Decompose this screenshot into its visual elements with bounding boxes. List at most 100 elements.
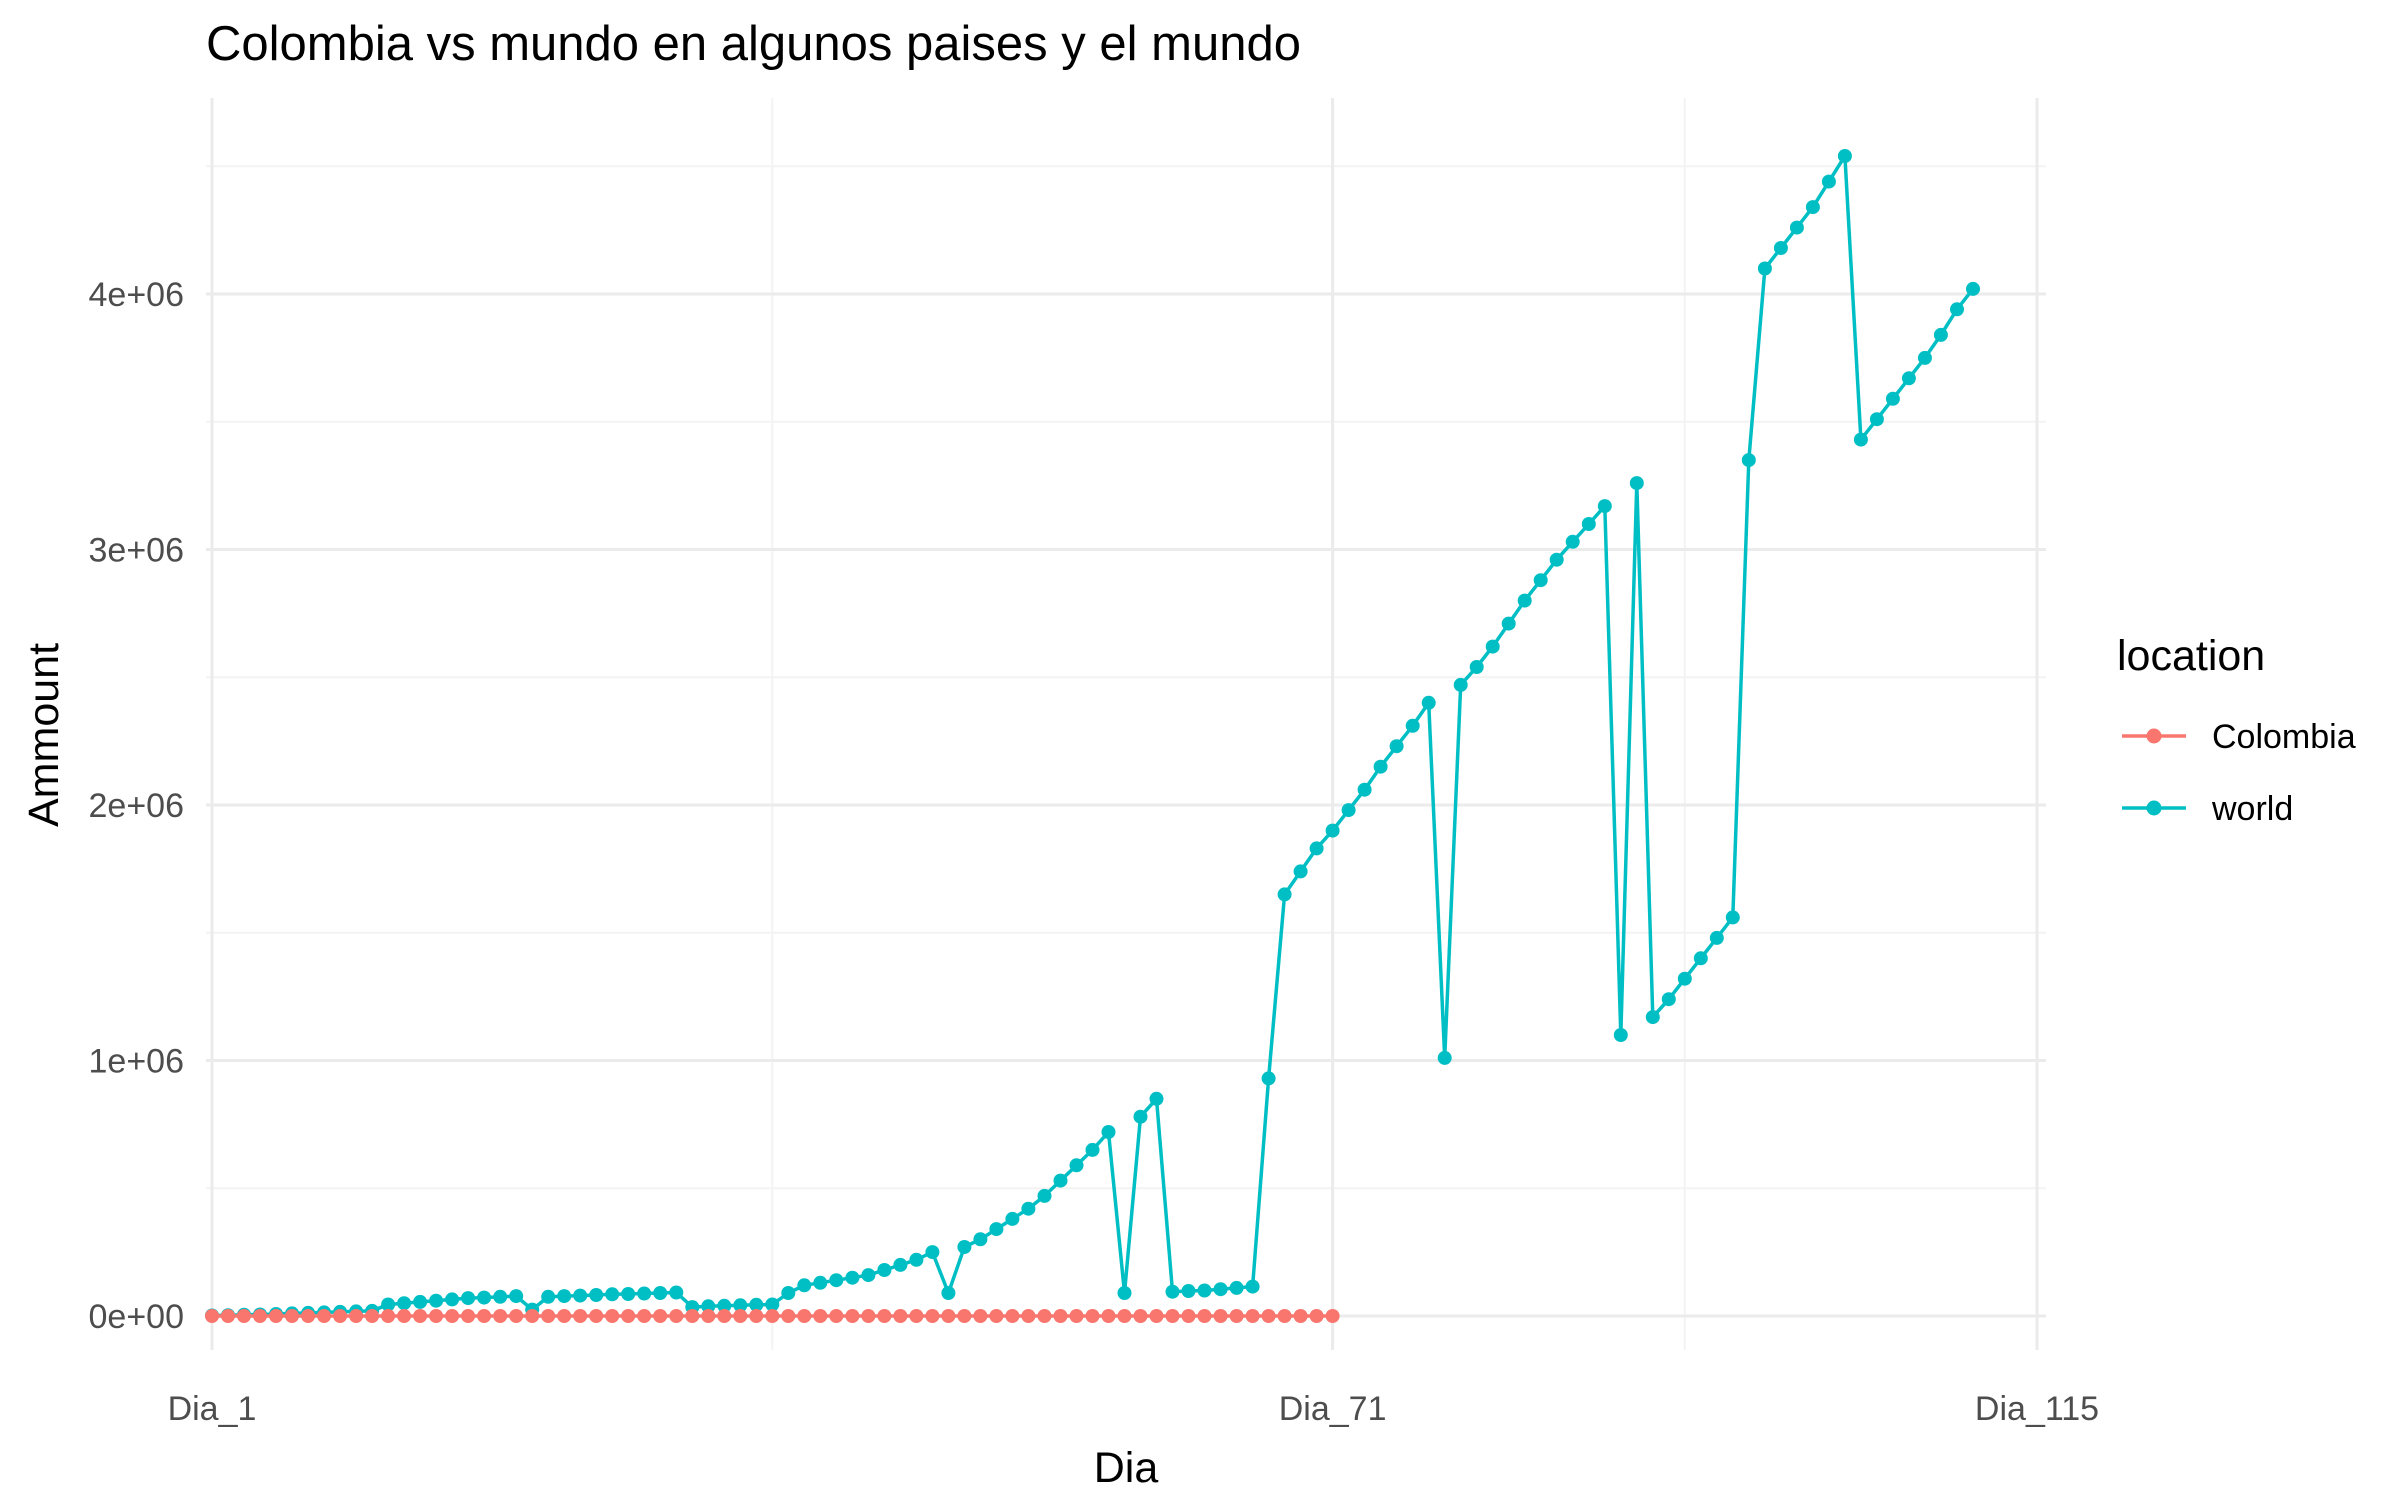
data-point [845, 1309, 860, 1323]
legend-label: world [2211, 790, 2293, 828]
data-point [893, 1257, 908, 1272]
data-point [1261, 1071, 1276, 1086]
data-point [589, 1309, 604, 1323]
data-point [941, 1309, 956, 1323]
data-point [1005, 1309, 1020, 1323]
data-point [317, 1309, 332, 1323]
data-point [461, 1291, 476, 1306]
data-point [781, 1309, 796, 1323]
data-point [253, 1309, 267, 1323]
data-point [941, 1286, 956, 1300]
data-point [909, 1309, 924, 1323]
data-point [1661, 992, 1676, 1007]
data-point [589, 1288, 604, 1302]
data-point [989, 1222, 1004, 1237]
data-point [701, 1299, 716, 1314]
data-point [1133, 1309, 1148, 1323]
data-point [1005, 1211, 1020, 1226]
data-point [1117, 1286, 1132, 1300]
data-point [1613, 1028, 1628, 1042]
x-tick-label: Dia_1 [168, 1390, 257, 1428]
data-point [541, 1309, 556, 1323]
x-tick-label: Dia_71 [1279, 1390, 1387, 1428]
chart-title: Colombia vs mundo en algunos paises y el… [206, 17, 1301, 71]
data-point [1213, 1309, 1228, 1323]
y-tick-label: 0e+00 [89, 1298, 185, 1336]
data-point [413, 1294, 428, 1309]
data-point [333, 1309, 348, 1323]
data-point [1037, 1309, 1052, 1323]
data-point [1373, 759, 1388, 774]
data-point [733, 1298, 748, 1313]
data-point [541, 1289, 556, 1304]
data-point [413, 1309, 428, 1323]
data-point [749, 1297, 764, 1312]
data-point [221, 1309, 235, 1323]
data-point [429, 1309, 444, 1323]
data-point [957, 1309, 972, 1323]
series-line-world [211, 154, 1975, 1318]
data-point [1293, 1309, 1308, 1323]
legend-item-world: world [2122, 790, 2293, 828]
data-point [845, 1270, 860, 1285]
data-point [397, 1309, 412, 1323]
data-point [1853, 432, 1868, 447]
y-tick-label: 3e+06 [89, 532, 185, 570]
data-point [765, 1297, 780, 1312]
data-point [989, 1309, 1004, 1323]
data-point [1741, 453, 1756, 468]
data-point [1245, 1279, 1260, 1294]
y-tick-label: 4e+06 [89, 276, 185, 314]
data-point [1933, 327, 1948, 342]
data-point [509, 1289, 524, 1304]
data-point [1966, 281, 1980, 296]
data-point [733, 1309, 748, 1323]
y-axis-ticks: 0e+00 1e+06 2e+06 3e+06 4e+06 [89, 276, 185, 1336]
data-point [701, 1309, 716, 1323]
data-point [813, 1309, 828, 1323]
data-point [525, 1309, 540, 1323]
data-point [1581, 517, 1596, 531]
data-point [1069, 1158, 1084, 1173]
data-point [1485, 639, 1500, 654]
data-point [429, 1293, 444, 1308]
data-point [877, 1309, 892, 1323]
data-point [877, 1263, 892, 1277]
legend-title: location [2117, 632, 2265, 680]
x-axis-ticks: Dia_1 Dia_71 Dia_115 [168, 1390, 2099, 1428]
data-point [1709, 930, 1724, 945]
data-point [573, 1309, 588, 1323]
data-point [1181, 1284, 1196, 1298]
data-point [1389, 739, 1404, 754]
data-point [1069, 1309, 1084, 1323]
data-point [861, 1268, 876, 1283]
series-world [205, 149, 1980, 1323]
data-point [1405, 718, 1420, 733]
data-point [1357, 782, 1372, 797]
data-point [1837, 149, 1852, 163]
data-point [1149, 1091, 1164, 1106]
data-point [381, 1309, 396, 1323]
data-point [1565, 534, 1580, 549]
data-point [1421, 695, 1436, 710]
data-point [893, 1309, 908, 1323]
data-point [1325, 1309, 1340, 1323]
data-point [1325, 823, 1340, 838]
data-point [829, 1273, 844, 1288]
series-layer [205, 149, 1980, 1323]
data-point [1165, 1309, 1180, 1323]
data-point [365, 1309, 380, 1323]
data-point [1085, 1142, 1100, 1157]
data-point [1453, 677, 1468, 692]
data-point [1085, 1309, 1100, 1323]
legend-items: Colombia world [2122, 718, 2356, 828]
data-point [621, 1287, 636, 1301]
data-point [669, 1309, 684, 1323]
data-point [1309, 841, 1324, 856]
data-point [477, 1309, 492, 1323]
data-point [1341, 803, 1356, 818]
data-point [445, 1309, 460, 1323]
data-point [605, 1287, 620, 1302]
data-point [477, 1290, 492, 1305]
